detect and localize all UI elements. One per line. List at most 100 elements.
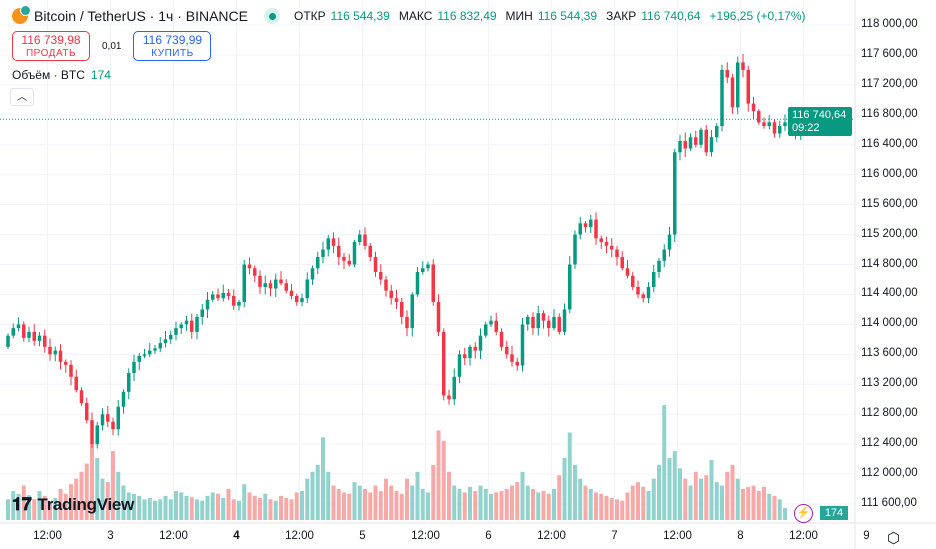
candle-body [494, 320, 498, 332]
price-tick-label: 118 000,00 [861, 18, 918, 30]
volume-bar [237, 500, 241, 520]
candle-body [421, 268, 425, 273]
candle-body [190, 320, 194, 332]
volume-bar [378, 491, 383, 520]
candle-body [405, 316, 409, 329]
volume-bar [384, 478, 388, 520]
volume-bar [415, 471, 420, 520]
volume-bar [116, 471, 121, 520]
time-tick-label: 12:00 [33, 530, 62, 542]
candle-body [373, 257, 378, 273]
volume-bar [772, 495, 777, 520]
volume-bar [777, 499, 782, 520]
candle-body [688, 137, 693, 149]
candle-body [694, 137, 698, 145]
volume-bar [552, 489, 556, 520]
time-tick-label: 12:00 [537, 530, 566, 542]
volume-bar [79, 471, 84, 520]
volume-bar [48, 500, 52, 520]
candle-body [704, 129, 708, 153]
candle-body [720, 69, 724, 127]
candle-body [32, 331, 36, 341]
settings-icon[interactable]: ⬡ [887, 530, 901, 547]
volume-bar [646, 491, 651, 520]
price-tick-label: 115 200,00 [861, 227, 918, 240]
candle-body [452, 376, 456, 400]
volume-bar [636, 482, 640, 520]
volume-bar [216, 493, 220, 520]
symbol-title[interactable]: Bitcoin / TetherUS · 1ч · BINANCE [34, 8, 248, 24]
volume-bar [184, 495, 189, 520]
candle-body [473, 346, 477, 351]
volume-bar [326, 471, 331, 520]
volume-bar [620, 500, 625, 520]
price-tick-label: 112 800,00 [861, 407, 918, 420]
candle-body [489, 320, 493, 325]
candle-body [284, 283, 288, 291]
volume-bar [147, 497, 152, 520]
candle-body [604, 242, 609, 246]
candle-body [300, 298, 304, 302]
candle-body [226, 292, 231, 296]
candle-body [174, 328, 178, 335]
candle-body [457, 354, 462, 377]
volume-bar [462, 492, 467, 520]
spread-value: 0,01 [102, 40, 122, 52]
candle-body [463, 354, 467, 359]
candle-body [400, 301, 404, 317]
volume-bar [525, 485, 530, 520]
candle-body [484, 324, 488, 336]
candle-body [736, 62, 740, 108]
volume-bar [342, 492, 346, 520]
volume-bar [494, 492, 499, 520]
candle-body [646, 286, 651, 299]
candle-body [148, 350, 152, 355]
volume-bar [420, 489, 425, 520]
volume-bar [531, 489, 535, 520]
collapse-legend-button[interactable]: ︿ [10, 88, 34, 106]
volume-bar [132, 493, 136, 520]
candle-body [746, 69, 750, 104]
volume-bar [163, 495, 168, 520]
candle-body [478, 335, 483, 351]
close-label: ЗАКР [606, 9, 637, 23]
candle-body [331, 238, 336, 246]
volume-bar [431, 464, 436, 520]
candle-body [326, 238, 330, 250]
volume-bar [137, 495, 142, 520]
volume-bar [273, 500, 278, 520]
bar-countdown: 09:22 [792, 122, 820, 134]
candle-body [715, 126, 719, 138]
bitcoin-icon [12, 5, 31, 24]
price-tick-label: 117 600,00 [861, 47, 918, 60]
volume-bar [32, 499, 37, 520]
lightning-icon[interactable]: ⚡ [794, 504, 813, 523]
buy-button[interactable]: 116 739,99 КУПИТЬ [133, 31, 212, 61]
candle-body [667, 234, 672, 250]
volume-indicator-legend[interactable]: Объём · BTC 174 [12, 68, 111, 82]
volume-bar [279, 495, 283, 520]
candle-body [620, 257, 624, 269]
time-tick-label: 4 [233, 530, 240, 542]
candle-body [43, 335, 47, 347]
sell-button[interactable]: 116 739,98 ПРОДАТЬ [12, 31, 90, 61]
volume-bar [90, 444, 94, 520]
volume-bar [557, 475, 562, 520]
volume-bar [294, 492, 299, 520]
volume-bar [657, 464, 661, 520]
candle-body [652, 272, 656, 287]
candle-body [573, 234, 577, 265]
volume-bar [121, 485, 126, 520]
tradingview-logo[interactable]: 𝟏𝟕 TradingView [12, 494, 134, 515]
volume-bar [195, 499, 199, 520]
volume-bar [153, 500, 157, 520]
volume-bar [347, 493, 352, 520]
volume-bar [84, 463, 89, 520]
close-value: 116 740,64 [641, 9, 701, 23]
volume-bar [567, 432, 572, 520]
volume-bar [252, 495, 257, 520]
volume-bar [709, 460, 714, 520]
volume-bar [305, 478, 310, 520]
volume-bar [578, 478, 583, 520]
